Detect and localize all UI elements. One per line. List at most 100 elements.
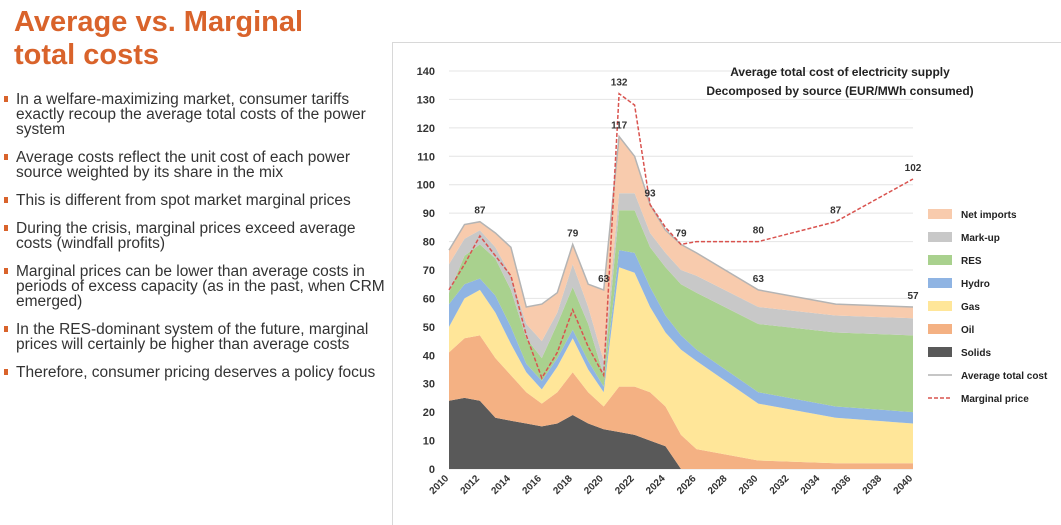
y-tick-label: 90 — [423, 208, 435, 220]
x-tick-label: 2014 — [489, 473, 513, 497]
y-tick-label: 130 — [417, 94, 435, 106]
bullet-item: In the RES-dominant system of the future… — [0, 322, 392, 352]
bullet-text: This is different from spot market margi… — [16, 192, 351, 209]
x-tick-label: 2024 — [644, 473, 668, 497]
data-label: 87 — [830, 206, 842, 217]
x-tick-label: 2036 — [830, 473, 854, 497]
data-label: 79 — [567, 228, 579, 239]
x-tick-label: 2020 — [582, 473, 606, 497]
bullet-text: During the crisis, marginal prices excee… — [16, 220, 356, 252]
data-label: 63 — [598, 274, 610, 285]
y-tick-label: 50 — [423, 322, 435, 334]
x-tick-label: 2012 — [459, 473, 483, 497]
x-tick-label: 2030 — [737, 473, 761, 497]
x-tick-label: 2018 — [551, 473, 575, 497]
data-label: 132 — [611, 78, 628, 89]
chart-legend: Net imports Mark-up RES Hydro Gas Oil Solids Av… — [928, 209, 1048, 405]
bullet-marker — [4, 197, 8, 203]
bullet-item: Therefore, consumer pricing deserves a p… — [0, 365, 392, 380]
data-label: 102 — [905, 163, 922, 174]
legend-swatch — [928, 278, 952, 288]
legend-label: Marginal price — [961, 394, 1029, 405]
legend-swatch — [928, 232, 952, 242]
data-label: 80 — [753, 226, 765, 237]
data-label: 87 — [474, 206, 486, 217]
y-tick-label: 0 — [429, 464, 435, 476]
bullet-text: Marginal prices can be lower than averag… — [16, 263, 385, 310]
bullet-item: In a welfare-maximizing market, consumer… — [0, 92, 392, 137]
x-tick-label: 2032 — [768, 473, 792, 497]
area-gas — [449, 267, 913, 464]
bullet-item: This is different from spot market margi… — [0, 193, 392, 208]
bullet-text: Average costs reflect the unit cost of e… — [16, 149, 351, 181]
y-tick-label: 60 — [423, 293, 435, 305]
legend-swatch — [928, 347, 952, 357]
legend-label: Mark-up — [961, 233, 1000, 244]
bullet-text: In the RES-dominant system of the future… — [16, 321, 369, 353]
y-tick-label: 10 — [423, 436, 435, 448]
legend-label: Average total cost — [961, 371, 1048, 382]
bullet-text: Therefore, consumer pricing deserves a p… — [16, 364, 376, 381]
y-tick-label: 140 — [417, 66, 435, 78]
bullet-item: During the crisis, marginal prices excee… — [0, 221, 392, 251]
line-average-total-cost — [448, 134, 914, 308]
chart-panel: 0 10 20 30 40 50 60 70 80 90 100 110 120 130 140 2010 20… — [392, 42, 1061, 525]
y-tick-label: 120 — [417, 123, 435, 135]
x-tick-label: 2022 — [613, 473, 637, 497]
bullet-marker — [4, 96, 8, 102]
data-label: 57 — [907, 291, 919, 302]
y-tick-label: 70 — [423, 265, 435, 277]
x-tick-label: 2038 — [861, 473, 885, 497]
bullet-marker — [4, 225, 8, 231]
y-tick-label: 100 — [417, 180, 435, 192]
legend-swatch — [928, 255, 952, 265]
legend-swatch — [928, 209, 952, 219]
area-hydro — [449, 250, 913, 424]
line-marginal-price — [448, 92, 914, 380]
legend-label: Gas — [961, 302, 980, 313]
x-tick-label: 2034 — [799, 473, 823, 497]
chart-subtitle: Decomposed by source (EUR/MWh consumed) — [706, 84, 973, 98]
legend-label: Oil — [961, 325, 975, 336]
legend-label: RES — [961, 256, 982, 267]
legend-swatch — [928, 324, 952, 334]
area-res — [449, 210, 913, 413]
bullet-item: Marginal prices can be lower than averag… — [0, 264, 392, 309]
stacked-areas — [449, 136, 913, 469]
x-tick-label: 2040 — [892, 473, 916, 497]
y-tick-label: 30 — [423, 379, 435, 391]
legend-label: Hydro — [961, 279, 990, 290]
legend-swatch — [928, 301, 952, 311]
slide-title-line-1: Average vs. Marginal — [14, 6, 304, 38]
data-label: 93 — [645, 189, 657, 200]
y-tick-label: 110 — [417, 151, 435, 163]
x-tick-label: 2016 — [520, 473, 544, 497]
chart-title: Average total cost of electricity supply — [730, 65, 950, 79]
bullet-marker — [4, 326, 8, 332]
bullet-marker — [4, 268, 8, 274]
legend-label: Net imports — [961, 210, 1017, 221]
data-label: 117 — [611, 120, 628, 131]
area-solids — [449, 397, 913, 469]
bullet-marker — [4, 369, 8, 375]
series-lines — [448, 92, 914, 380]
x-tick-label: 2028 — [706, 473, 730, 497]
legend-label: Solids — [961, 348, 991, 359]
data-label: 79 — [675, 228, 687, 239]
y-tick-label: 80 — [423, 237, 435, 249]
bullet-list: In a welfare-maximizing market, consumer… — [0, 92, 392, 393]
x-tick-label: 2026 — [675, 473, 699, 497]
area-oil — [449, 335, 913, 469]
area-net-imports — [449, 136, 913, 361]
y-tick-label: 20 — [423, 407, 435, 419]
data-annotations: 87 79 63 117 132 93 79 80 63 87 102 57 — [474, 78, 921, 302]
bullet-marker — [4, 154, 8, 160]
data-label: 63 — [753, 274, 765, 285]
bullet-text: In a welfare-maximizing market, consumer… — [16, 91, 366, 138]
y-tick-label: 40 — [423, 350, 435, 362]
slide-title: Average vs. Marginal total costs — [14, 6, 394, 72]
bullet-item: Average costs reflect the unit cost of e… — [0, 150, 392, 180]
x-tick-label: 2010 — [428, 473, 452, 497]
slide-title-line-2: total costs — [14, 39, 160, 71]
